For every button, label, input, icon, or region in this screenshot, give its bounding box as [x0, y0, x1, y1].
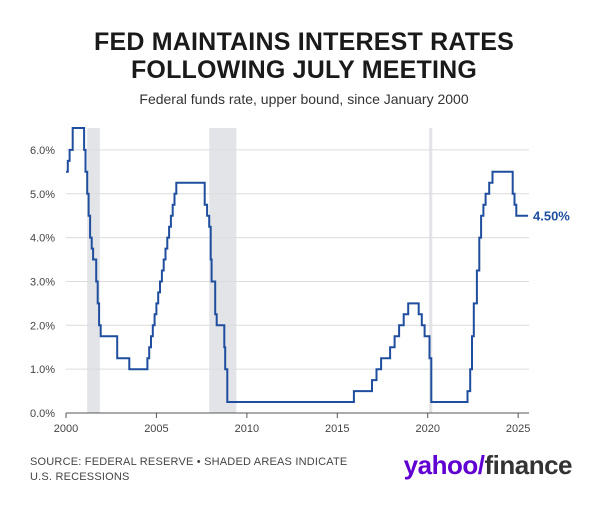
title-line-2: FOLLOWING JULY MEETING: [130, 56, 478, 84]
x-tick-label: 2015: [325, 423, 349, 435]
logo-slash: /: [477, 450, 485, 480]
y-tick-label: 0.0%: [30, 408, 55, 420]
series-lines: [66, 127, 529, 403]
recession-bands: [87, 128, 433, 413]
chart-subtitle: Federal funds rate, upper bound, since J…: [139, 91, 469, 107]
title-line-1: FED MAINTAINS INTEREST RATES: [94, 28, 514, 56]
x-tick-label: 2005: [144, 423, 168, 435]
recession-band-1: [87, 128, 100, 413]
logo-finance: finance: [484, 450, 572, 480]
gridlines: [66, 149, 529, 370]
y-tick-label: 3.0%: [30, 276, 55, 288]
yahoo-finance-logo: yahoo/finance: [403, 450, 573, 481]
chart-title: FED MAINTAINS INTEREST RATES FOLLOWING J…: [0, 28, 608, 84]
series-line-1: [66, 127, 529, 403]
y-tick-label: 1.0%: [30, 364, 55, 376]
source-line-2: U.S. RECESSIONS: [30, 471, 130, 483]
y-tick-label: 2.0%: [30, 320, 55, 332]
y-tick-label: 4.0%: [30, 233, 55, 245]
end-value-group: 4.50%: [533, 209, 570, 224]
x-tick-label: 2025: [506, 423, 530, 435]
x-tick-label: 2000: [54, 423, 78, 435]
x-tick-label: 2010: [235, 423, 259, 435]
recession-band-3: [429, 128, 433, 413]
y-tick-label: 5.0%: [30, 189, 55, 201]
y-axis-labels: 0.0% 1.0% 2.0% 3.0% 4.0% 5.0% 6.0%: [30, 145, 55, 420]
x-tick-label: 2020: [415, 423, 439, 435]
x-axis: 2000 2005 2010 2015 2020 2025: [54, 412, 530, 435]
source-line-1: SOURCE: FEDERAL RESERVE • SHADED AREAS I…: [30, 456, 348, 468]
end-value-label: 4.50%: [533, 209, 570, 224]
logo-yahoo: yahoo: [403, 450, 479, 480]
y-tick-label: 6.0%: [30, 145, 55, 157]
recession-band-2: [209, 128, 237, 413]
source-note: SOURCE: FEDERAL RESERVE • SHADED AREAS I…: [30, 455, 360, 485]
